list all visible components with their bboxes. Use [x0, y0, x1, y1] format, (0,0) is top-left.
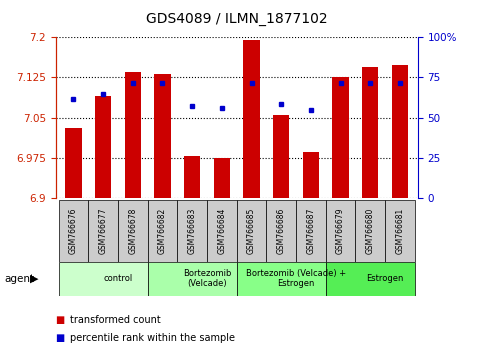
- Bar: [385, 200, 415, 262]
- Text: GSM766676: GSM766676: [69, 208, 78, 254]
- Text: Bortezomib (Velcade) +
Estrogen: Bortezomib (Velcade) + Estrogen: [246, 269, 346, 289]
- Bar: [154, 74, 170, 198]
- Bar: [118, 200, 148, 262]
- Text: percentile rank within the sample: percentile rank within the sample: [70, 333, 235, 343]
- Text: GSM766679: GSM766679: [336, 208, 345, 254]
- Text: ■: ■: [56, 315, 65, 325]
- Text: GSM766680: GSM766680: [366, 208, 375, 254]
- Text: GSM766683: GSM766683: [187, 208, 197, 254]
- Bar: [148, 200, 177, 262]
- Bar: [273, 115, 289, 198]
- Bar: [125, 72, 141, 198]
- Bar: [243, 40, 260, 198]
- Text: agent: agent: [5, 274, 35, 284]
- Text: transformed count: transformed count: [70, 315, 161, 325]
- Bar: [326, 200, 355, 262]
- Text: Estrogen: Estrogen: [367, 274, 404, 283]
- Text: GSM766677: GSM766677: [99, 208, 108, 254]
- Bar: [58, 262, 148, 296]
- Bar: [355, 200, 385, 262]
- Text: GSM766678: GSM766678: [128, 208, 137, 254]
- Bar: [237, 200, 266, 262]
- Text: GSM766686: GSM766686: [277, 208, 286, 254]
- Text: GSM766684: GSM766684: [217, 208, 227, 254]
- Text: GSM766681: GSM766681: [396, 208, 404, 254]
- Text: ▶: ▶: [30, 274, 39, 284]
- Bar: [65, 129, 82, 198]
- Text: ■: ■: [56, 333, 65, 343]
- Bar: [237, 262, 326, 296]
- Bar: [326, 262, 415, 296]
- Bar: [362, 67, 379, 198]
- Bar: [332, 78, 349, 198]
- Bar: [392, 65, 408, 198]
- Text: GDS4089 / ILMN_1877102: GDS4089 / ILMN_1877102: [146, 12, 327, 27]
- Bar: [177, 200, 207, 262]
- Bar: [266, 200, 296, 262]
- Bar: [207, 200, 237, 262]
- Text: control: control: [103, 274, 132, 283]
- Bar: [58, 200, 88, 262]
- Bar: [296, 200, 326, 262]
- Bar: [184, 156, 200, 198]
- Text: GSM766682: GSM766682: [158, 208, 167, 254]
- Text: GSM766685: GSM766685: [247, 208, 256, 254]
- Text: Bortezomib
(Velcade): Bortezomib (Velcade): [183, 269, 231, 289]
- Bar: [148, 262, 237, 296]
- Bar: [303, 152, 319, 198]
- Bar: [213, 158, 230, 198]
- Bar: [88, 200, 118, 262]
- Text: GSM766687: GSM766687: [306, 208, 315, 254]
- Bar: [95, 96, 111, 198]
